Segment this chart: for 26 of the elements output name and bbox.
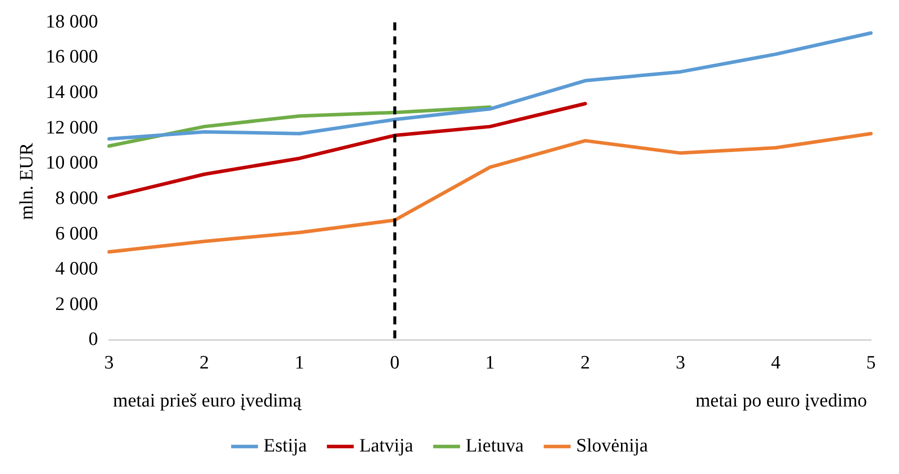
y-axis-title: mln. EUR: [16, 142, 38, 220]
y-tick-label: 6 000: [55, 223, 98, 244]
legend-label: Lietuva: [466, 435, 524, 456]
y-tick-label: 4 000: [55, 258, 98, 280]
x-tick-label: 5: [866, 352, 876, 374]
y-tick-label: 2 000: [55, 294, 98, 315]
x-tick-label: 1: [294, 352, 304, 374]
legend-label: Slovėnija: [576, 435, 649, 456]
y-tick-label: 12 000: [46, 117, 98, 138]
y-tick-label: 16 000: [46, 46, 98, 68]
y-tick-label: 14 000: [46, 82, 98, 104]
x-tick-label: 1: [485, 352, 495, 374]
y-tick-label: 10 000: [46, 152, 98, 174]
legend-label: Estija: [264, 435, 308, 456]
text: metai po euro įvedimo: [696, 390, 867, 412]
y-tick-label: 0: [88, 329, 98, 350]
y-tick-label: 8 000: [55, 188, 98, 209]
y-tick-label: 18 000: [46, 11, 98, 32]
text: metai prieš euro įvedimą: [113, 390, 302, 412]
legend-label: Latvija: [359, 435, 414, 456]
x-tick-label: 3: [104, 352, 114, 374]
x-tick-label: 2: [580, 352, 590, 374]
x-tick-label: 3: [676, 352, 686, 374]
x-tick-label: 2: [200, 352, 210, 374]
x-tick-label: 4: [771, 352, 782, 374]
x-tick-label: 0: [390, 352, 400, 374]
